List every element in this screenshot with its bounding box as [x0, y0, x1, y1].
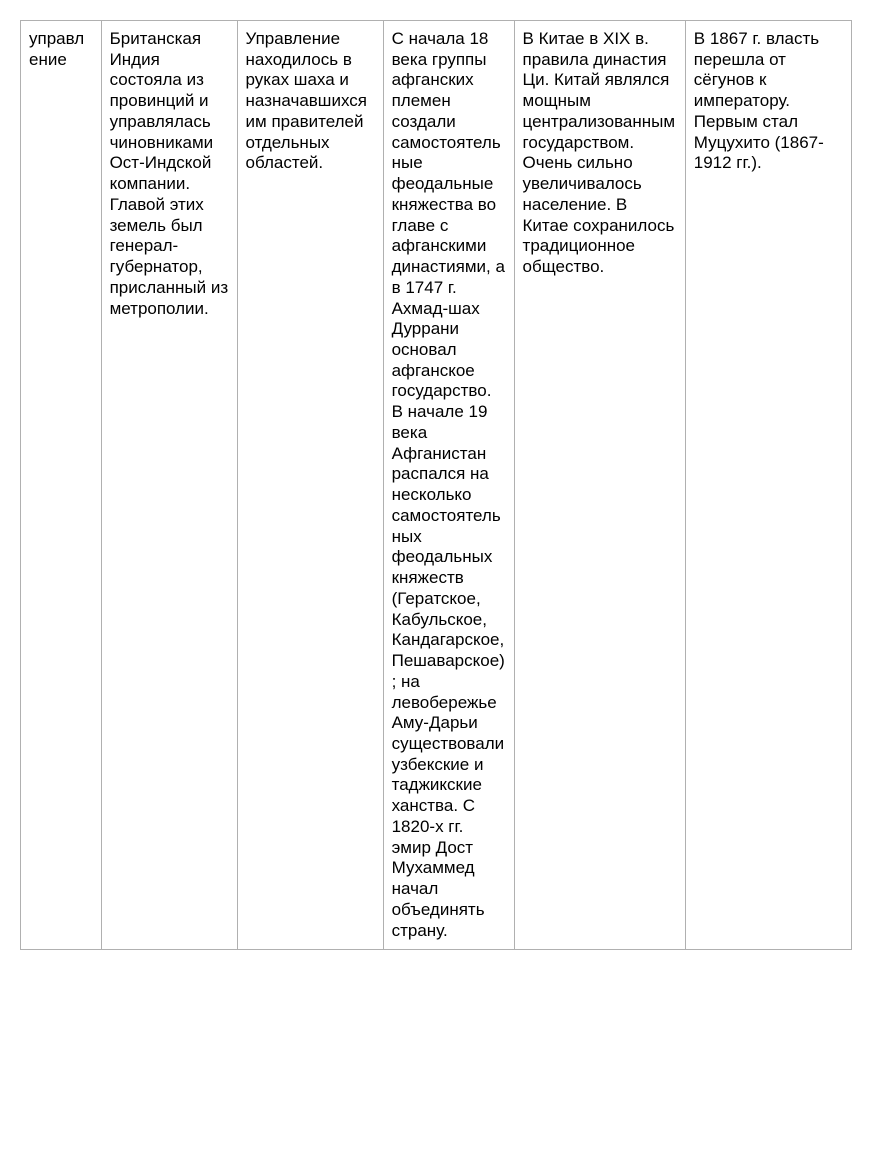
table-cell: С начала 18 века группы афганских племен… [383, 21, 514, 950]
row-header-cell: управление [21, 21, 102, 950]
table-cell: В Китае в XIX в. правила династия Ци. Ки… [514, 21, 685, 950]
table-row: управление Британская Индия состояла из … [21, 21, 852, 950]
table-cell: В 1867 г. власть перешла от сёгунов к им… [685, 21, 851, 950]
table-cell: Управление находилось в руках шаха и наз… [237, 21, 383, 950]
table-cell: Британская Индия состояла из провинций и… [101, 21, 237, 950]
comparison-table: управление Британская Индия состояла из … [20, 20, 852, 950]
table-container: управление Британская Индия состояла из … [20, 20, 852, 950]
